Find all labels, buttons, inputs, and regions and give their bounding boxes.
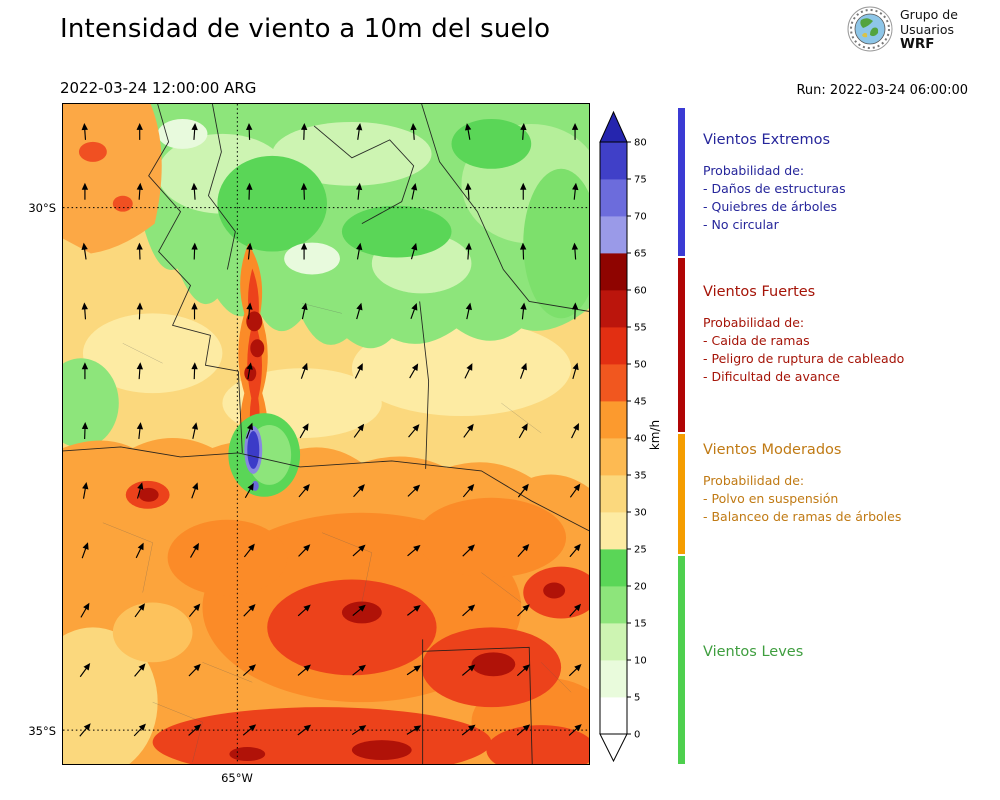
legend-bar-fuertes xyxy=(678,258,685,432)
legend-line: - Peligro de ruptura de cableado xyxy=(703,351,905,366)
svg-text:55: 55 xyxy=(634,323,647,334)
wind-map-canvas xyxy=(63,104,589,764)
legend-bar-moderados xyxy=(678,434,685,554)
legend-prob-label: Probabilidad de: xyxy=(703,315,805,330)
svg-text:45: 45 xyxy=(634,397,647,408)
valid-datetime: 2022-03-24 12:00:00 ARG xyxy=(60,79,257,97)
svg-text:80: 80 xyxy=(634,138,647,149)
legend-section-leves: Vientos Leves xyxy=(703,644,995,660)
legend-probabilities: Probabilidad de: - Polvo en suspensión -… xyxy=(703,472,995,526)
legend-probabilities: Probabilidad de: - Caida de ramas - Peli… xyxy=(703,314,995,386)
contour-fill-layer xyxy=(63,104,589,764)
legend-line: - Quiebres de árboles xyxy=(703,199,838,214)
svg-text:70: 70 xyxy=(634,212,647,223)
svg-text:65: 65 xyxy=(634,249,647,260)
globe-logo-icon xyxy=(847,6,893,52)
wind-arrows-layer xyxy=(79,122,582,737)
svg-text:35: 35 xyxy=(634,471,647,482)
lon-label-65w: 65°W xyxy=(221,771,253,785)
legend-section-fuertes: Vientos Fuertes Probabilidad de: - Caida… xyxy=(703,284,995,386)
wrf-logo: Grupo de Usuarios WRF xyxy=(847,6,958,52)
logo-text: Grupo de Usuarios WRF xyxy=(900,7,958,52)
legend-title: Vientos Fuertes xyxy=(703,284,816,300)
legend-probabilities: Probabilidad de: - Daños de estructuras … xyxy=(703,162,995,234)
legend-section-extremos: Vientos Extremos Probabilidad de: - Daño… xyxy=(703,132,995,234)
legend-line: - Daños de estructuras xyxy=(703,181,846,196)
legend-line: - Dificultad de avance xyxy=(703,369,840,384)
legend-line: - Polvo en suspensión xyxy=(703,491,839,506)
svg-text:40: 40 xyxy=(634,434,647,445)
logo-line-3: WRF xyxy=(900,35,935,52)
colorbar-unit-label: km/h xyxy=(648,419,663,451)
svg-text:10: 10 xyxy=(634,656,647,667)
legend-line: - Caida de ramas xyxy=(703,333,810,348)
svg-text:5: 5 xyxy=(634,693,640,704)
lat-label-30s: 30°S xyxy=(28,201,56,215)
lat-label-35s: 35°S xyxy=(28,724,56,738)
legend-line: - No circular xyxy=(703,217,779,232)
graticule xyxy=(63,104,589,764)
legend-prob-label: Probabilidad de: xyxy=(703,163,805,178)
page-title: Intensidad de viento a 10m del suelo xyxy=(60,14,551,44)
legend-bar-extremos xyxy=(678,108,685,256)
legend-prob-label: Probabilidad de: xyxy=(703,473,805,488)
wind-intensity-map xyxy=(62,103,590,765)
svg-text:75: 75 xyxy=(634,175,647,186)
svg-text:60: 60 xyxy=(634,286,647,297)
legend-section-moderados: Vientos Moderados Probabilidad de: - Pol… xyxy=(703,442,995,526)
run-datetime: Run: 2022-03-24 06:00:00 xyxy=(796,83,968,98)
legend-line: - Balanceo de ramas de árboles xyxy=(703,509,902,524)
legend-bar-leves xyxy=(678,556,685,764)
svg-text:25: 25 xyxy=(634,545,647,556)
logo-line-1: Grupo de xyxy=(900,6,958,22)
legend-title: Vientos Moderados xyxy=(703,442,842,458)
legend-title: Vientos Extremos xyxy=(703,132,831,148)
wind-speed-colorbar: 0 5 10 15 20 25 30 35 40 45 50 55 60 65 70 75 80 xyxy=(599,110,647,763)
svg-text:30: 30 xyxy=(634,508,647,519)
province-borders xyxy=(63,104,589,764)
logo-line-2: Usuarios xyxy=(900,21,955,37)
svg-text:20: 20 xyxy=(634,582,647,593)
svg-text:50: 50 xyxy=(634,360,647,371)
legend-title: Vientos Leves xyxy=(703,644,804,660)
svg-text:0: 0 xyxy=(634,730,640,741)
department-borders xyxy=(102,303,572,763)
svg-text:15: 15 xyxy=(634,619,647,630)
